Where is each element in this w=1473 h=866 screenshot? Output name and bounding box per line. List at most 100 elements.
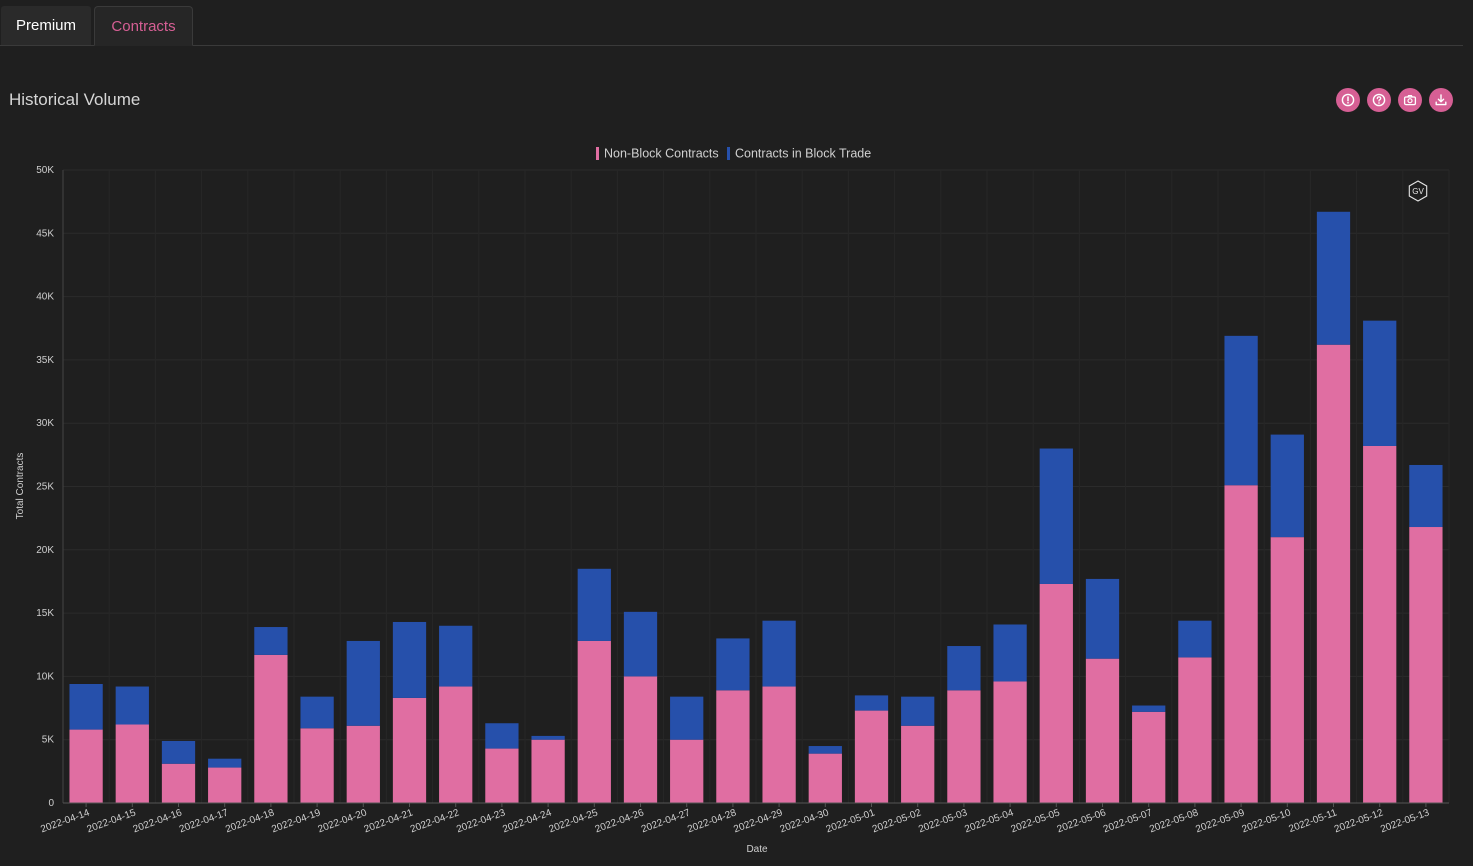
download-button[interactable] (1429, 88, 1453, 112)
bars (69, 211, 1443, 803)
bar-non-block[interactable] (531, 739, 565, 803)
bar-block-trade[interactable] (947, 646, 981, 691)
y-axis-label: Total Contracts (15, 453, 26, 520)
watermark-logo: GV (1408, 180, 1428, 202)
bar-non-block[interactable] (1224, 485, 1258, 803)
y-tick-label: 5K (42, 735, 55, 746)
bar-block-trade[interactable] (115, 686, 149, 725)
bar-non-block[interactable] (1316, 344, 1351, 803)
bar-non-block[interactable] (1178, 657, 1212, 803)
bar-block-trade[interactable] (392, 621, 427, 698)
tab-premium[interactable]: Premium (1, 6, 91, 45)
x-tick-label: 2022-04-23 (455, 807, 507, 835)
bar-non-block[interactable] (901, 725, 935, 803)
bar-non-block[interactable] (300, 728, 334, 803)
bar-block-trade[interactable] (254, 627, 288, 655)
bar-block-trade[interactable] (993, 624, 1027, 682)
bar-non-block[interactable] (1085, 658, 1120, 803)
x-tick-label: 2022-04-29 (732, 807, 784, 835)
bar-block-trade[interactable] (1085, 578, 1120, 659)
x-tick-label: 2022-05-06 (1056, 807, 1108, 835)
bar-non-block[interactable] (947, 690, 981, 803)
legend-label[interactable]: Contracts in Block Trade (735, 147, 871, 161)
x-tick-label: 2022-05-09 (1194, 807, 1246, 835)
bar-block-trade[interactable] (69, 683, 103, 730)
bar-block-trade[interactable] (1363, 320, 1397, 446)
y-tick-label: 45K (36, 228, 54, 239)
bar-non-block[interactable] (1132, 711, 1166, 803)
x-tick-label: 2022-04-17 (178, 807, 230, 835)
x-tick-label: 2022-05-12 (1333, 807, 1385, 835)
bar-non-block[interactable] (1270, 537, 1304, 803)
bar-non-block[interactable] (854, 710, 889, 803)
bar-block-trade[interactable] (762, 620, 796, 687)
bar-block-trade[interactable] (208, 758, 242, 768)
bar-block-trade[interactable] (1270, 434, 1304, 538)
bar-block-trade[interactable] (485, 723, 519, 749)
bar-non-block[interactable] (1363, 445, 1397, 803)
bar-block-trade[interactable] (439, 625, 473, 687)
download-icon (1435, 94, 1447, 106)
bar-block-trade[interactable] (623, 611, 658, 677)
bar-block-trade[interactable] (161, 740, 196, 764)
bar-block-trade[interactable] (1409, 464, 1443, 528)
x-tick-label: 2022-04-20 (316, 807, 368, 835)
bar-block-trade[interactable] (1178, 620, 1212, 658)
bar-block-trade[interactable] (1039, 448, 1073, 584)
bar-non-block[interactable] (485, 748, 519, 803)
chart-toolbar (1336, 88, 1453, 112)
x-tick-label: 2022-04-30 (778, 807, 830, 835)
legend-swatch (727, 147, 730, 160)
bar-non-block[interactable] (993, 681, 1027, 803)
y-axis: 0 5K 10K 15K 20K 25K 30K 35K 40K 45K 50K (36, 165, 64, 809)
help-button[interactable] (1367, 88, 1391, 112)
bar-non-block[interactable] (1039, 583, 1073, 803)
bar-block-trade[interactable] (300, 696, 334, 729)
legend: Non-Block Contracts Contracts in Block Tr… (596, 147, 871, 161)
bar-non-block[interactable] (808, 753, 842, 803)
x-tick-label: 2022-04-25 (547, 807, 599, 835)
bar-non-block[interactable] (69, 729, 103, 803)
x-tick-label: 2022-04-16 (132, 807, 184, 835)
y-tick-label: 20K (36, 545, 54, 556)
bar-non-block[interactable] (392, 697, 427, 803)
y-tick-label: 15K (36, 608, 54, 619)
bar-block-trade[interactable] (531, 735, 565, 740)
x-tick-label: 2022-04-19 (270, 807, 322, 835)
bar-non-block[interactable] (623, 676, 658, 803)
x-tick-label: 2022-04-26 (594, 807, 646, 835)
bar-non-block[interactable] (762, 686, 796, 803)
bar-block-trade[interactable] (577, 568, 611, 641)
bar-non-block[interactable] (208, 767, 242, 803)
bar-non-block[interactable] (161, 763, 196, 803)
bar-block-trade[interactable] (854, 695, 889, 711)
bar-block-trade[interactable] (1316, 211, 1351, 345)
bar-non-block[interactable] (346, 725, 380, 803)
y-tick-label: 0 (48, 798, 54, 809)
x-tick-label: 2022-04-27 (640, 807, 692, 835)
tab-bar: Premium Contracts (0, 0, 1463, 46)
bar-non-block[interactable] (115, 724, 149, 803)
bar-block-trade[interactable] (901, 696, 935, 726)
bar-block-trade[interactable] (670, 696, 704, 740)
alert-icon (1341, 93, 1355, 107)
bar-non-block[interactable] (670, 739, 704, 803)
bar-block-trade[interactable] (1224, 335, 1258, 486)
bar-non-block[interactable] (254, 654, 288, 803)
bar-block-trade[interactable] (1132, 705, 1166, 712)
y-tick-label: 30K (36, 418, 54, 429)
bar-block-trade[interactable] (808, 746, 842, 754)
alert-button[interactable] (1336, 88, 1360, 112)
bar-non-block[interactable] (716, 690, 750, 803)
bar-non-block[interactable] (439, 686, 473, 803)
tab-contracts[interactable]: Contracts (94, 6, 193, 46)
bar-block-trade[interactable] (716, 638, 750, 691)
watermark-text: GV (1412, 187, 1424, 196)
legend-swatch (596, 147, 599, 160)
x-tick-label: 2022-05-11 (1287, 807, 1339, 835)
legend-label[interactable]: Non-Block Contracts (604, 147, 719, 161)
bar-block-trade[interactable] (346, 640, 380, 726)
bar-non-block[interactable] (577, 640, 611, 803)
bar-non-block[interactable] (1409, 527, 1443, 803)
screenshot-button[interactable] (1398, 88, 1422, 112)
